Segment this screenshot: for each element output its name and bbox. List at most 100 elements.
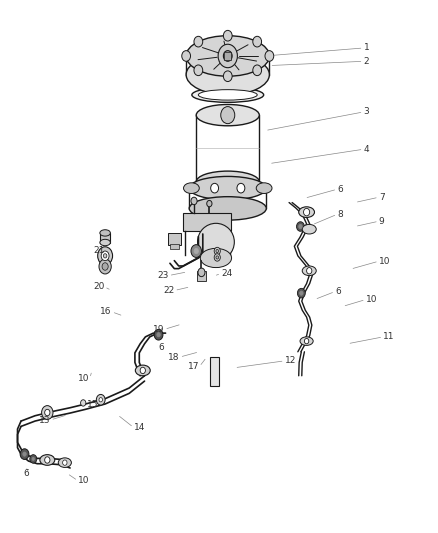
Text: 6: 6 [24,469,29,478]
Circle shape [63,460,67,465]
Bar [183,213,231,231]
Circle shape [96,394,105,405]
Circle shape [98,247,113,265]
Text: 7: 7 [379,193,385,201]
Text: 19: 19 [153,325,164,334]
Ellipse shape [302,266,316,276]
Circle shape [207,200,212,207]
Text: 10: 10 [78,477,89,485]
Text: 15: 15 [87,400,99,408]
Text: 8: 8 [337,210,343,219]
Ellipse shape [302,224,316,234]
Circle shape [253,65,261,76]
Circle shape [307,268,312,274]
Circle shape [300,291,303,295]
Text: 18: 18 [168,353,180,361]
Circle shape [157,333,160,337]
Ellipse shape [189,176,266,200]
Circle shape [198,268,205,277]
Text: 6: 6 [159,343,164,352]
Ellipse shape [40,455,55,465]
Circle shape [102,263,108,270]
Circle shape [191,197,197,205]
Circle shape [101,251,109,261]
Circle shape [20,449,29,459]
Circle shape [191,245,201,257]
Ellipse shape [256,183,272,193]
Ellipse shape [100,239,110,246]
Text: 10: 10 [78,374,90,383]
Text: 14: 14 [134,423,145,432]
Circle shape [99,398,102,402]
Ellipse shape [58,458,71,467]
Text: 17: 17 [188,362,199,371]
Circle shape [211,183,219,193]
Circle shape [154,329,163,340]
Circle shape [253,36,261,47]
Circle shape [214,247,220,255]
Ellipse shape [196,104,259,126]
Ellipse shape [196,171,259,192]
Bar [100,233,110,243]
Ellipse shape [186,36,269,76]
Circle shape [237,183,245,193]
Circle shape [182,51,191,61]
Circle shape [45,409,50,416]
Ellipse shape [198,223,234,261]
Text: 10: 10 [366,295,377,304]
Circle shape [216,249,219,253]
Text: 2: 2 [364,57,369,66]
Bar [197,271,206,281]
Circle shape [194,36,203,47]
Text: 23: 23 [157,271,169,280]
Circle shape [218,44,237,68]
Circle shape [297,288,305,298]
Bar [210,357,219,386]
Text: 4: 4 [364,145,369,154]
Text: 22: 22 [163,286,174,295]
Circle shape [99,259,111,274]
Text: 24: 24 [221,269,233,278]
Circle shape [304,338,309,344]
Circle shape [214,254,220,261]
Ellipse shape [186,54,269,95]
Circle shape [81,400,86,406]
Circle shape [42,406,53,419]
Text: 6: 6 [337,185,343,193]
Circle shape [223,71,232,82]
Text: 3: 3 [364,108,369,116]
Circle shape [223,51,232,61]
Ellipse shape [135,365,150,376]
Text: 9: 9 [379,217,385,225]
Circle shape [265,51,274,61]
Text: 13: 13 [39,416,50,424]
Circle shape [194,65,203,76]
Circle shape [299,224,302,229]
Circle shape [297,222,304,231]
Text: 20: 20 [93,282,104,291]
Text: 16: 16 [100,308,112,316]
Ellipse shape [192,87,264,102]
Bar [224,52,231,60]
Ellipse shape [300,337,313,345]
Circle shape [30,455,37,463]
Text: 11: 11 [383,333,395,341]
Bar [170,244,179,249]
Text: 12: 12 [285,357,296,365]
Circle shape [194,248,198,254]
Ellipse shape [198,90,257,100]
Ellipse shape [100,230,110,236]
Circle shape [140,367,145,374]
Text: 1: 1 [364,44,369,52]
Circle shape [221,107,235,124]
Circle shape [223,30,232,41]
Ellipse shape [184,183,199,193]
Text: 10: 10 [379,257,390,265]
Ellipse shape [200,248,232,268]
Ellipse shape [189,197,266,220]
Ellipse shape [299,207,314,217]
Circle shape [216,256,219,259]
Circle shape [32,457,35,461]
Circle shape [23,452,26,456]
Bar [168,233,181,245]
